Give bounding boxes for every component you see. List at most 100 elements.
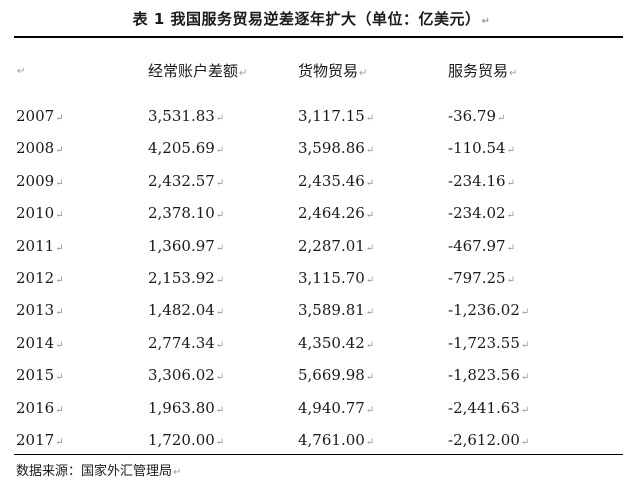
current-account-cell: 1,720.00↵ (148, 431, 224, 449)
year-cell: 2008↵ (16, 139, 64, 157)
paragraph-mark-icon: ↵ (55, 243, 63, 254)
table-top-rule (14, 36, 623, 38)
header-current-account: 经常账户差额↵ (148, 60, 247, 81)
year-cell: 2016↵ (16, 399, 64, 417)
services-trade-cell: -1,823.56↵ (448, 366, 529, 384)
paragraph-mark-icon: ↵ (366, 243, 374, 254)
services-trade-cell: -1,236.02↵ (448, 301, 529, 319)
goods-trade-cell: 4,350.42↵ (298, 334, 374, 352)
paragraph-mark-icon: ↵ (216, 437, 224, 448)
goods-trade-cell: 4,940.77↵ (298, 399, 374, 417)
paragraph-mark-icon: ↵ (216, 243, 224, 254)
year-cell: 2010↵ (16, 204, 64, 222)
services-trade-cell: -2,441.63↵ (448, 399, 529, 417)
services-trade-cell: -110.54↵ (448, 139, 515, 157)
paragraph-mark-icon: ↵ (507, 210, 515, 221)
year-cell: 2009↵ (16, 172, 64, 190)
current-account-cell: 4,205.69↵ (148, 139, 224, 157)
goods-trade-cell: 4,761.00↵ (298, 431, 374, 449)
table-row: 2008↵ 4,205.69↵ 3,598.86↵ -110.54↵ (0, 139, 623, 170)
current-account-cell: 1,963.80↵ (148, 399, 224, 417)
year-cell: 2013↵ (16, 301, 64, 319)
current-account-cell: 2,432.57↵ (148, 172, 224, 190)
table-row: 2015↵ 3,306.02↵ 5,669.98↵ -1,823.56↵ (0, 366, 623, 397)
paragraph-mark-icon: ↵ (55, 307, 63, 318)
year-cell: 2011↵ (16, 237, 64, 255)
goods-trade-cell: 3,598.86↵ (298, 139, 374, 157)
paragraph-mark-icon: ↵ (521, 437, 529, 448)
source-note: 数据来源：国家外汇管理局↵ (16, 460, 181, 479)
paragraph-mark-icon: ↵ (55, 178, 63, 189)
header-cell-empty: ↵ (16, 60, 25, 78)
current-account-cell: 3,531.83↵ (148, 107, 224, 125)
paragraph-mark-icon: ↵ (216, 372, 224, 383)
goods-trade-cell: 2,287.01↵ (298, 237, 374, 255)
paragraph-mark-icon: ↵ (521, 340, 529, 351)
paragraph-mark-icon: ↵ (509, 68, 517, 79)
paragraph-mark-icon: ↵ (366, 145, 374, 156)
paragraph-mark-icon: ↵ (507, 145, 515, 156)
current-account-cell: 1,360.97↵ (148, 237, 224, 255)
paragraph-mark-icon: ↵ (216, 145, 224, 156)
current-account-cell: 2,378.10↵ (148, 204, 224, 222)
paragraph-mark-icon: ↵ (366, 340, 374, 351)
paragraph-mark-icon: ↵ (55, 372, 63, 383)
table-title: 表 1 我国服务贸易逆差逐年扩大（单位：亿美元）↵ (0, 8, 623, 29)
goods-trade-cell: 5,669.98↵ (298, 366, 374, 384)
services-trade-cell: -2,612.00↵ (448, 431, 529, 449)
paragraph-mark-icon: ↵ (216, 405, 224, 416)
paragraph-mark-icon: ↵ (507, 178, 515, 189)
paragraph-mark-icon: ↵ (55, 210, 63, 221)
paragraph-mark-icon: ↵ (55, 145, 63, 156)
header-goods-trade: 货物贸易↵ (298, 60, 367, 81)
services-trade-cell: -467.97↵ (448, 237, 515, 255)
paragraph-mark-icon: ↵ (216, 307, 224, 318)
services-trade-cell: -797.25↵ (448, 269, 515, 287)
paragraph-mark-icon: ↵ (521, 307, 529, 318)
paragraph-mark-icon: ↵ (482, 16, 491, 27)
services-trade-cell: -234.16↵ (448, 172, 515, 190)
services-trade-cell: -36.79↵ (448, 107, 505, 125)
paragraph-mark-icon: ↵ (55, 437, 63, 448)
goods-trade-cell: 3,589.81↵ (298, 301, 374, 319)
paragraph-mark-icon: ↵ (55, 275, 63, 286)
paragraph-mark-icon: ↵ (507, 275, 515, 286)
paragraph-mark-icon: ↵ (216, 113, 224, 124)
year-cell: 2007↵ (16, 107, 64, 125)
paragraph-mark-icon: ↵ (17, 66, 25, 77)
goods-trade-cell: 3,117.15↵ (298, 107, 374, 125)
goods-trade-cell: 3,115.70↵ (298, 269, 374, 287)
year-cell: 2015↵ (16, 366, 64, 384)
paragraph-mark-icon: ↵ (55, 405, 63, 416)
table-row: 2007↵ 3,531.83↵ 3,117.15↵ -36.79↵ (0, 107, 623, 138)
table-row: 2016↵ 1,963.80↵ 4,940.77↵ -2,441.63↵ (0, 399, 623, 430)
paragraph-mark-icon: ↵ (55, 340, 63, 351)
table-title-text: 表 1 我国服务贸易逆差逐年扩大（单位：亿美元） (133, 10, 481, 28)
current-account-cell: 1,482.04↵ (148, 301, 224, 319)
goods-trade-cell: 2,435.46↵ (298, 172, 374, 190)
table-row: 2017↵ 1,720.00↵ 4,761.00↵ -2,612.00↵ (0, 431, 623, 462)
header-services-trade: 服务贸易↵ (448, 60, 517, 81)
paragraph-mark-icon: ↵ (366, 437, 374, 448)
paragraph-mark-icon: ↵ (216, 275, 224, 286)
paragraph-mark-icon: ↵ (521, 372, 529, 383)
paragraph-mark-icon: ↵ (216, 210, 224, 221)
year-cell: 2017↵ (16, 431, 64, 449)
paragraph-mark-icon: ↵ (216, 340, 224, 351)
table-row: 2013↵ 1,482.04↵ 3,589.81↵ -1,236.02↵ (0, 301, 623, 332)
paragraph-mark-icon: ↵ (497, 113, 505, 124)
paragraph-mark-icon: ↵ (239, 68, 247, 79)
current-account-cell: 2,153.92↵ (148, 269, 224, 287)
paragraph-mark-icon: ↵ (173, 467, 181, 478)
table-row: 2014↵ 2,774.34↵ 4,350.42↵ -1,723.55↵ (0, 334, 623, 365)
table-row: 2012↵ 2,153.92↵ 3,115.70↵ -797.25↵ (0, 269, 623, 300)
paragraph-mark-icon: ↵ (366, 307, 374, 318)
paragraph-mark-icon: ↵ (366, 210, 374, 221)
paragraph-mark-icon: ↵ (366, 275, 374, 286)
paragraph-mark-icon: ↵ (507, 243, 515, 254)
paragraph-mark-icon: ↵ (521, 405, 529, 416)
paragraph-mark-icon: ↵ (366, 178, 374, 189)
table-row: 2009↵ 2,432.57↵ 2,435.46↵ -234.16↵ (0, 172, 623, 203)
services-trade-cell: -1,723.55↵ (448, 334, 529, 352)
paragraph-mark-icon: ↵ (216, 178, 224, 189)
